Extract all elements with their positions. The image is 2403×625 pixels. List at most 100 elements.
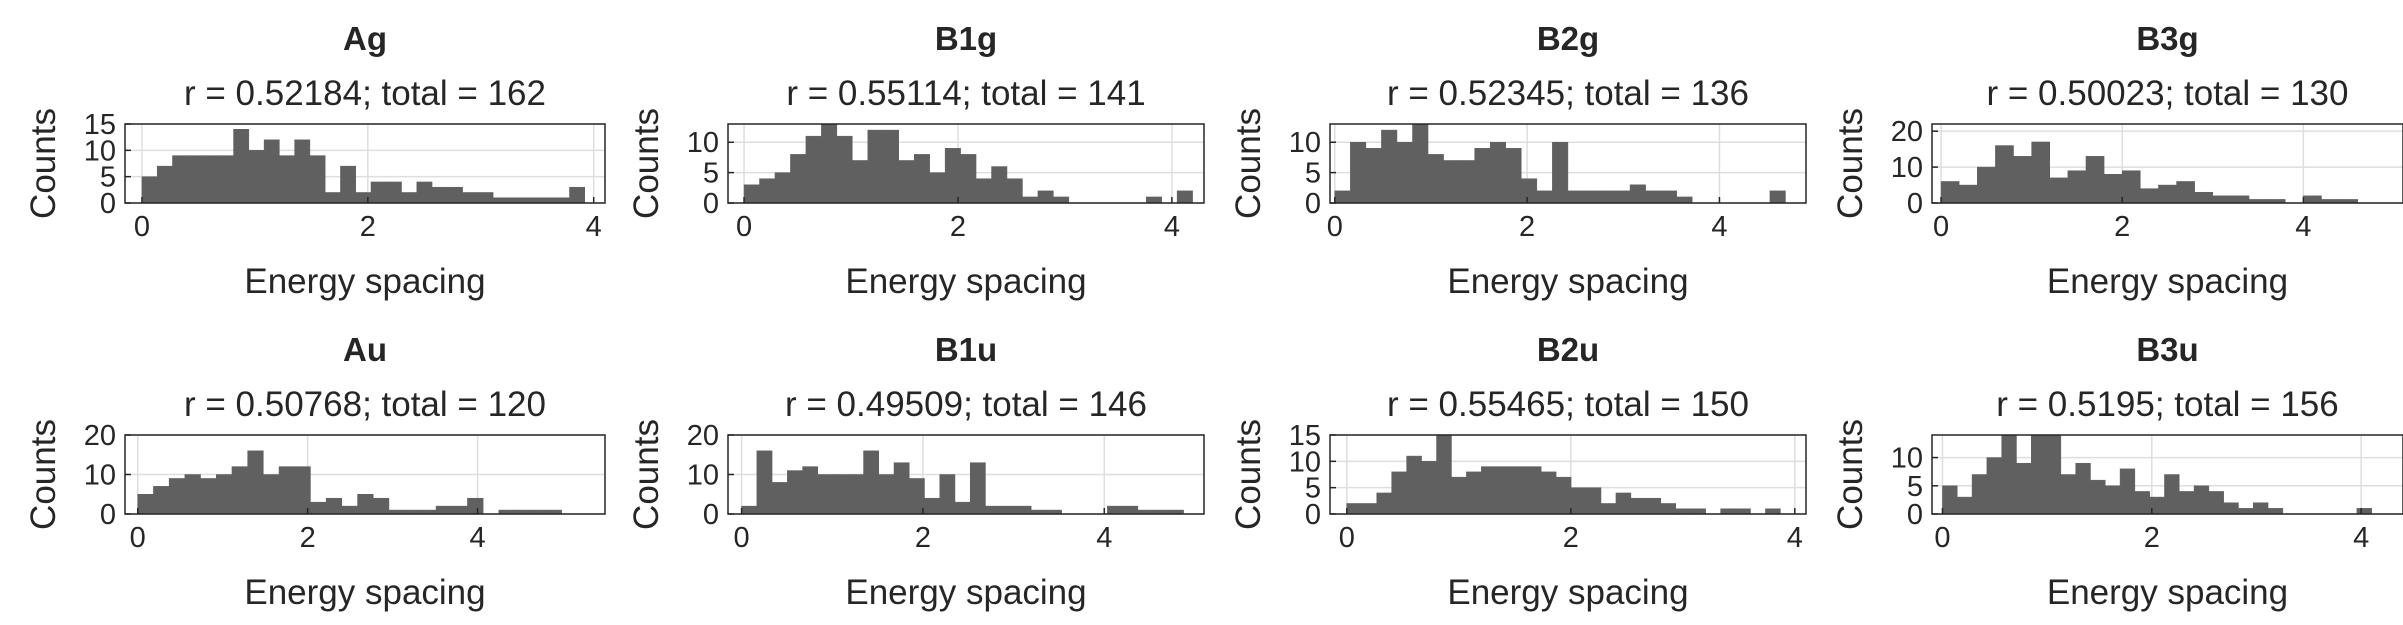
bar xyxy=(2103,174,2123,203)
bar xyxy=(2253,502,2269,514)
bar xyxy=(386,181,402,203)
bar xyxy=(805,135,822,203)
bar xyxy=(435,505,452,514)
bar xyxy=(848,474,864,514)
bar xyxy=(771,482,788,514)
x-tick-label: 2 xyxy=(2114,211,2130,243)
bar xyxy=(924,497,940,514)
bar xyxy=(451,505,468,514)
bar xyxy=(1365,148,1382,203)
x-tick-label: 4 xyxy=(1164,211,1180,243)
bar xyxy=(2105,485,2121,514)
bar xyxy=(462,192,479,203)
x-axis-label: Energy spacing xyxy=(845,262,1086,301)
bar xyxy=(324,192,341,203)
bar xyxy=(1346,503,1363,514)
bar xyxy=(909,478,925,514)
bar xyxy=(2208,491,2224,514)
bar xyxy=(1474,148,1491,203)
bar xyxy=(431,186,448,203)
subplot-subtitle: r = 0.49509; total = 146 xyxy=(785,385,1147,424)
bar xyxy=(2031,141,2051,203)
bar xyxy=(215,474,233,514)
bar xyxy=(2238,508,2254,514)
bar xyxy=(1536,190,1553,203)
bar xyxy=(279,155,295,203)
bar xyxy=(141,176,158,203)
bar xyxy=(1000,505,1017,514)
bar xyxy=(1396,141,1413,203)
bar xyxy=(1957,496,1973,514)
bar xyxy=(1521,178,1538,203)
bar xyxy=(523,197,540,203)
bar xyxy=(741,505,758,514)
axes-box xyxy=(124,123,606,204)
bar xyxy=(1412,124,1429,203)
x-axis-label: Energy spacing xyxy=(2047,262,2288,301)
bar xyxy=(1769,190,1786,203)
x-tick-label: 0 xyxy=(134,211,150,243)
bar xyxy=(787,470,803,514)
axes-box xyxy=(1931,123,2403,204)
bar xyxy=(1481,466,1497,514)
bar xyxy=(929,172,946,203)
bar xyxy=(774,172,791,203)
y-axis-label: Counts xyxy=(1229,108,1268,219)
axes-box xyxy=(727,123,1205,204)
y-axis-label: Counts xyxy=(627,108,666,219)
bar xyxy=(1361,503,1377,514)
bar xyxy=(1940,181,1960,203)
bar xyxy=(200,478,217,514)
bars xyxy=(743,124,1193,203)
bar xyxy=(1466,471,1482,514)
bar xyxy=(1690,508,1706,514)
bars xyxy=(137,450,562,514)
bar xyxy=(1765,508,1781,514)
bar xyxy=(898,160,915,203)
x-tick-label: 4 xyxy=(586,211,602,243)
y-tick-label: 0 xyxy=(1907,499,1923,531)
bar xyxy=(975,178,992,203)
bar xyxy=(184,474,201,514)
bar xyxy=(1567,190,1584,203)
bar xyxy=(1583,190,1600,203)
bar xyxy=(1511,466,1527,514)
x-tick-label: 2 xyxy=(915,522,931,554)
bar xyxy=(341,505,358,514)
bar xyxy=(1630,497,1647,514)
bar xyxy=(1675,508,1691,514)
bar xyxy=(1406,455,1422,514)
bar xyxy=(960,154,977,203)
bar xyxy=(218,155,234,203)
x-tick-label: 2 xyxy=(2144,522,2160,554)
subplot-title: B2g xyxy=(1537,20,1599,57)
bar xyxy=(1720,508,1736,514)
x-tick-label: 4 xyxy=(2353,522,2369,554)
bar xyxy=(569,186,586,203)
y-tick-label: 10 xyxy=(84,460,116,492)
x-tick-label: 2 xyxy=(300,522,316,554)
x-tick-label: 0 xyxy=(1933,211,1949,243)
x-tick-label: 2 xyxy=(360,211,376,243)
bar xyxy=(1629,184,1646,203)
y-tick-label: 10 xyxy=(1891,152,1923,184)
x-tick-label: 4 xyxy=(1711,211,1727,243)
subplot-subtitle: r = 0.55465; total = 150 xyxy=(1387,385,1749,424)
bar xyxy=(1615,492,1632,514)
bar xyxy=(1451,476,1467,514)
bar xyxy=(538,197,555,203)
bar xyxy=(2267,508,2284,514)
y-tick-label: 5 xyxy=(1305,158,1321,190)
x-tick-label: 2 xyxy=(950,211,966,243)
bar xyxy=(416,181,433,203)
x-tick-label: 0 xyxy=(1934,522,1950,554)
bar xyxy=(2016,462,2032,514)
bar xyxy=(1958,184,1978,203)
subplot-b3g: 0 2 4 0 10 20 B3g r = 0.50023; total = 130 Energ… xyxy=(1831,20,2403,301)
axes-box xyxy=(1931,434,2403,515)
bar xyxy=(1496,466,1512,514)
bar xyxy=(1971,474,1988,514)
bar xyxy=(743,184,760,203)
bar xyxy=(2140,188,2159,203)
subplot-subtitle: r = 0.55114; total = 141 xyxy=(786,74,1145,113)
